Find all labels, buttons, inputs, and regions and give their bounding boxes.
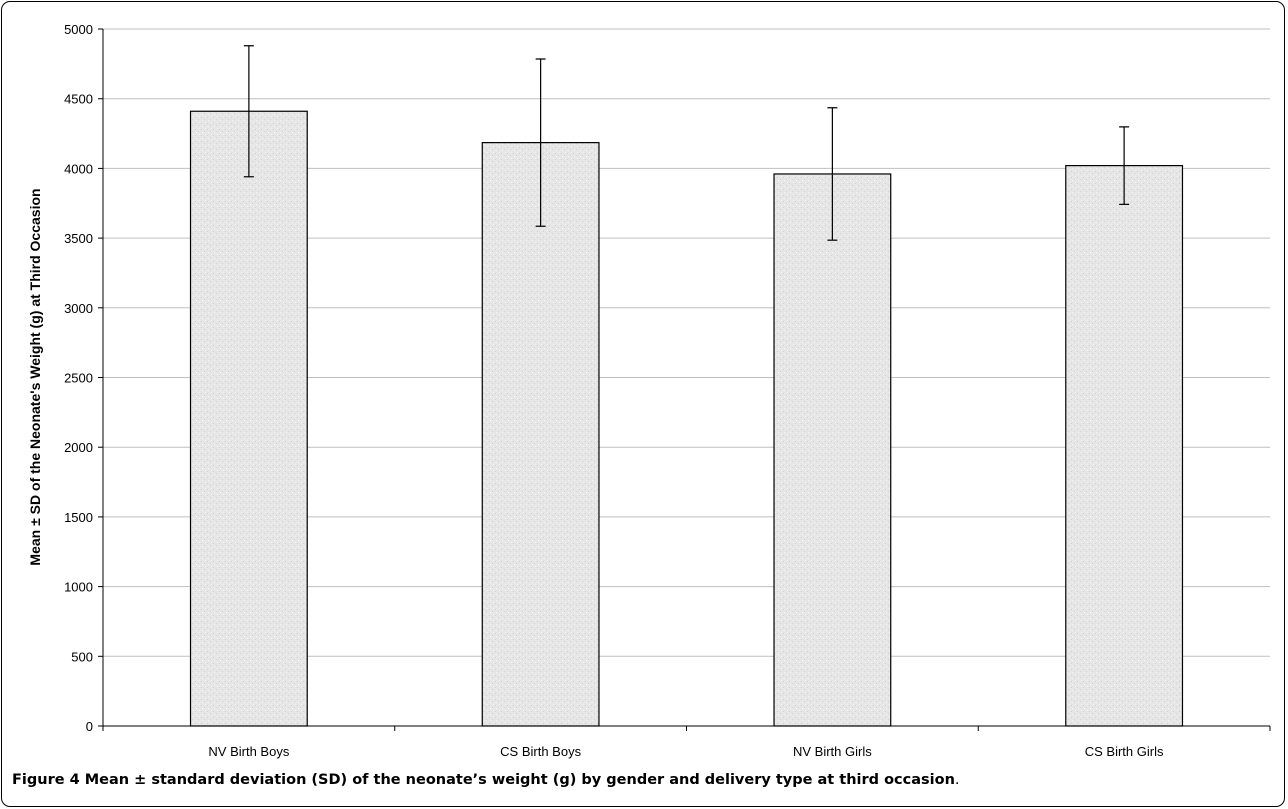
- y-tick-label: 4500: [64, 92, 93, 107]
- y-tick-label: 1000: [64, 580, 93, 595]
- x-tick-label: NV Birth Boys: [208, 744, 289, 759]
- y-tick-label: 3500: [64, 231, 93, 246]
- bar: [481, 142, 600, 727]
- y-tick-label: 5000: [64, 22, 93, 37]
- axes: 0 500 1000 1500 2000 2500 3000 3500 4000 4500 5000…: [64, 22, 1271, 759]
- y-tick-label: 500: [71, 649, 93, 664]
- y-tick-label: 2500: [64, 371, 93, 386]
- figure-caption-text: Mean ± standard deviation (SD) of the ne…: [79, 772, 955, 788]
- bar: [773, 173, 892, 727]
- y-axis-label: Mean ± SD of the Neonate's Weight (g) at…: [27, 188, 43, 565]
- y-tick-label: 4000: [64, 161, 93, 176]
- bars: [189, 110, 1184, 727]
- bar: [189, 110, 308, 727]
- y-tick-label: 1500: [64, 510, 93, 525]
- bar: [1065, 165, 1184, 727]
- figure-caption-end: .: [954, 772, 960, 788]
- x-tick-label: NV Birth Girls: [793, 744, 872, 759]
- x-tick-label: CS Birth Girls: [1085, 744, 1164, 759]
- error-bars: [243, 45, 1130, 241]
- figure-label: Figure 4: [12, 772, 80, 788]
- figure-caption: Figure 4 Mean ± standard deviation (SD) …: [12, 772, 960, 788]
- y-tick-label: 0: [86, 719, 93, 734]
- x-tick-label: CS Birth Boys: [500, 744, 581, 759]
- y-tick-label: 3000: [64, 301, 93, 316]
- y-tick-label: 2000: [64, 440, 93, 455]
